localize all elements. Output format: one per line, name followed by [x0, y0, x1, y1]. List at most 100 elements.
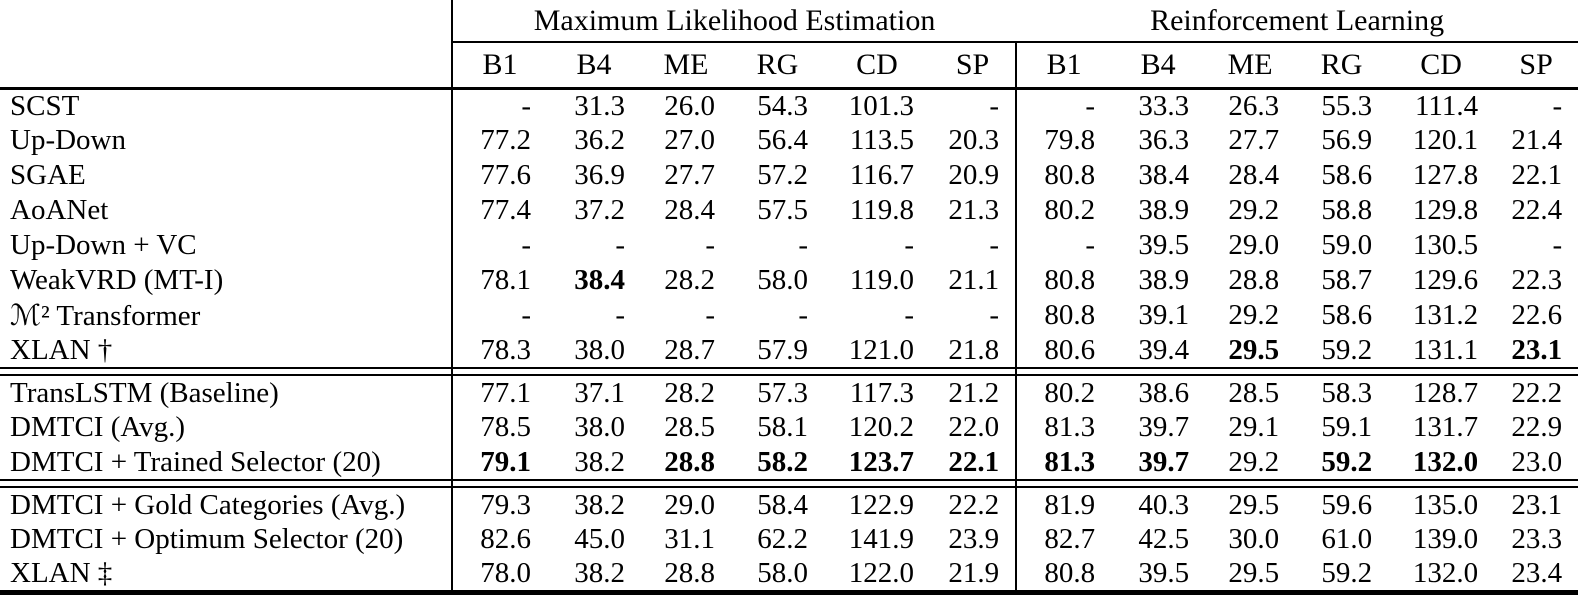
rl-me-value: 29.2 — [1228, 194, 1280, 226]
mle-rg-value: 58.0 — [757, 264, 808, 296]
rl-cd-value: 132.0 — [1388, 557, 1495, 595]
mle-b4-value: - — [615, 299, 625, 331]
section-separator-cell — [1015, 367, 1578, 376]
rl-cd-value: 127.8 — [1412, 159, 1479, 191]
mle-me-value: 29.0 — [664, 488, 715, 521]
rl-b1-value: 80.2 — [1015, 193, 1112, 228]
rl-b4-value: 39.7 — [1138, 445, 1190, 478]
table-row: Up-Down 77.2 36.2 27.0 56.4 113.5 20.3 79.8 36.3… — [0, 123, 1578, 158]
table-row: XLAN † 78.3 38.0 28.7 57.9 121.0 21.8 80.6 39.4 2… — [0, 333, 1578, 368]
mle-b1-value: 78.3 — [451, 333, 547, 368]
rl-me-value: 28.4 — [1228, 159, 1280, 191]
section-separator-cell — [0, 367, 452, 376]
model-name-label: DMTCI + Optimum Selector (20) — [10, 523, 404, 555]
rl-sp-value: 22.6 — [1511, 299, 1563, 331]
rl-b4-value: 38.6 — [1138, 376, 1190, 409]
table-row: AoANet 77.4 37.2 28.4 57.5 119.8 21.3 80.2 38.9 2… — [0, 193, 1578, 228]
model-name-label: DMTCI + Trained Selector (20) — [10, 445, 381, 478]
rl-sp-value: 23.1 — [1511, 333, 1563, 366]
rl-cd-value: 129.8 — [1412, 194, 1479, 226]
mle-me-value: 28.7 — [664, 333, 715, 366]
table-header: Maximum Likelihood Estimation Reinforcem… — [0, 0, 1578, 90]
rl-cd-value: 111.4 — [1414, 89, 1479, 122]
col-header-rl-b1: B1 — [1015, 42, 1112, 90]
rl-b1-value: 81.3 — [1015, 410, 1112, 445]
corner-blank-cell — [0, 0, 452, 42]
rl-me-value: 28.5 — [1228, 376, 1280, 409]
rl-me-value: 29.1 — [1228, 411, 1280, 443]
rl-b4-value: 42.5 — [1138, 523, 1190, 555]
table-row: SGAE 77.6 36.9 27.7 57.2 116.7 20.9 80.8 38.4 28.… — [0, 158, 1578, 193]
mle-rg-value: 62.2 — [757, 523, 808, 555]
corner-blank-cell — [0, 42, 452, 90]
mle-sp-value: - — [989, 89, 1000, 122]
mle-sp-value: 21.9 — [930, 557, 1017, 595]
mle-cd-value: - — [904, 229, 914, 261]
rl-rg-value: 61.0 — [1321, 523, 1373, 555]
mle-cd-value: 113.5 — [849, 124, 914, 156]
rl-me-value: 29.2 — [1228, 299, 1280, 331]
model-name-label: SCST — [10, 89, 80, 122]
table-row: SCST -31.3 26.0 54.3 101.3- -33.3 26.3 55.3 111.… — [0, 88, 1578, 123]
rl-sp-value: 21.4 — [1511, 124, 1563, 156]
rl-rg-value: 56.9 — [1321, 124, 1373, 156]
rl-b1-value: 80.8 — [1015, 158, 1112, 193]
rl-sp-value: - — [1552, 89, 1563, 122]
mle-cd-value: 122.9 — [848, 488, 914, 521]
mle-rg-value: 57.5 — [757, 194, 808, 226]
rl-sp-value: 22.9 — [1511, 411, 1563, 443]
rl-sp-value: - — [1552, 229, 1563, 261]
mle-cd-value: 119.8 — [849, 194, 914, 226]
mle-b1-value: - — [451, 228, 547, 263]
mle-b1-value: 78.5 — [451, 410, 547, 445]
table-row: TransLSTM (Baseline) 77.1 37.1 28.2 57.3 117.… — [0, 375, 1578, 410]
col-header-mle-b1: B1 — [451, 42, 547, 90]
results-table: Maximum Likelihood Estimation Reinforcem… — [0, 0, 1578, 595]
rl-b1-value: 80.6 — [1015, 333, 1112, 368]
mle-b4-value: 36.2 — [574, 124, 625, 156]
mle-b4-value: 38.0 — [574, 411, 625, 443]
rl-b1-value: 80.2 — [1015, 375, 1112, 410]
rl-cd-value: 131.2 — [1412, 299, 1479, 331]
mle-rg-value: 58.0 — [731, 557, 824, 595]
rl-rg-value: 59.6 — [1321, 488, 1373, 521]
col-header-rl-sp: SP — [1494, 42, 1578, 90]
rl-b4-value: 39.5 — [1138, 229, 1190, 261]
mle-rg-value: 54.3 — [757, 89, 808, 122]
mle-sp-value: 22.1 — [948, 445, 1000, 478]
rl-rg-value: 59.2 — [1295, 557, 1389, 595]
col-header-rl-me: ME — [1205, 42, 1296, 90]
rl-b1-value: - — [1015, 228, 1112, 263]
metric-header-row: B1 B4 ME RG CD SP B1 B4 ME RG CD SP — [0, 42, 1578, 90]
rl-b1-value: 81.9 — [1015, 487, 1112, 522]
mle-sp-value: 22.0 — [948, 411, 1000, 443]
rl-b1-value: 80.8 — [1015, 298, 1112, 333]
rl-rg-value: 59.1 — [1321, 411, 1373, 443]
col-header-rl-b4: B4 — [1111, 42, 1206, 90]
rl-me-value: 29.2 — [1228, 445, 1280, 478]
table-body: SCST -31.3 26.0 54.3 101.3- -33.3 26.3 55.3 111.… — [0, 88, 1578, 595]
mle-me-value: 28.8 — [664, 445, 715, 478]
rl-b4-value: 39.5 — [1111, 557, 1206, 595]
rl-sp-value: 23.4 — [1494, 557, 1578, 595]
rl-b4-value: 33.3 — [1138, 89, 1190, 122]
mle-me-value: 27.0 — [664, 124, 715, 156]
mle-cd-value: 119.0 — [849, 264, 914, 296]
mle-me-value: 28.2 — [664, 376, 715, 409]
mle-sp-value: 20.3 — [948, 124, 1000, 156]
mle-b4-value: 37.2 — [574, 194, 625, 226]
mle-sp-value: 23.9 — [948, 523, 1000, 555]
mle-cd-value: 121.0 — [848, 333, 914, 366]
mle-me-value: 27.7 — [664, 159, 715, 191]
rl-b4-value: 39.4 — [1138, 333, 1190, 366]
rl-me-value: 29.5 — [1228, 333, 1280, 366]
mle-b1-value: - — [451, 88, 547, 123]
mle-rg-value: 58.1 — [757, 411, 808, 443]
mle-cd-value: - — [904, 299, 914, 331]
rl-b4-value: 38.9 — [1138, 264, 1190, 296]
col-header-rl-rg: RG — [1295, 42, 1389, 90]
mle-b1-value: 78.0 — [451, 557, 547, 595]
rl-b4-value: 38.4 — [1138, 159, 1190, 191]
model-name-label: Up-Down + VC — [10, 229, 197, 261]
rl-b4-value: 39.1 — [1138, 299, 1190, 331]
